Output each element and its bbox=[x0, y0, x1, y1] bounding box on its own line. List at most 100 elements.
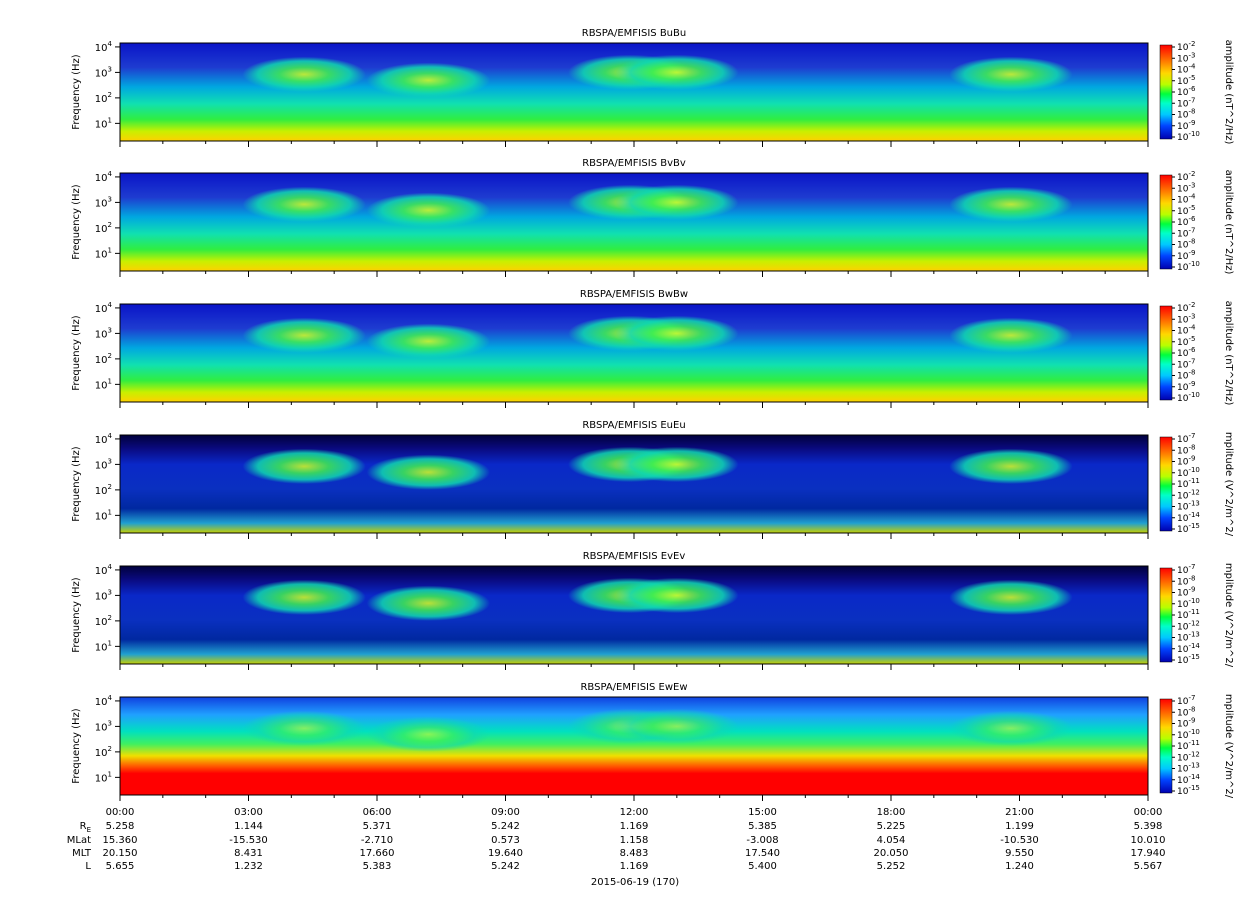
emission-feature bbox=[949, 317, 1073, 353]
colorbar-tick-label: 10-6 bbox=[1177, 215, 1196, 228]
x-tick-label: 15:00 bbox=[748, 807, 777, 818]
ephemeris-value: -3.008 bbox=[746, 835, 778, 846]
y-tick-label: 101 bbox=[95, 508, 112, 522]
ephemeris-value: 5.400 bbox=[748, 861, 777, 872]
x-tick-label: 09:00 bbox=[491, 807, 520, 818]
colorbar-tick-label: 10-7 bbox=[1177, 357, 1195, 370]
ephemeris-value: 4.054 bbox=[877, 835, 906, 846]
ephemeris-value: 17.940 bbox=[1131, 848, 1166, 859]
emission-feature bbox=[615, 184, 739, 221]
colorbar-tick-label: 10-10 bbox=[1177, 130, 1200, 143]
spectrogram-panel-1: RBSPA/EMFISIS BuBu 104 103 102 101 Frequency … bbox=[71, 28, 1234, 147]
colorbar-tick-label: 10-15 bbox=[1177, 522, 1200, 535]
emission-feature bbox=[949, 448, 1073, 484]
ephemeris-value: 5.567 bbox=[1134, 861, 1163, 872]
y-tick-label: 103 bbox=[95, 326, 112, 340]
ephemeris-value: 5.252 bbox=[877, 861, 906, 872]
ephemeris-value: 1.144 bbox=[234, 821, 263, 832]
colorbar-tick-label: 10-10 bbox=[1177, 597, 1200, 610]
emission-feature bbox=[949, 579, 1073, 615]
colorbar-label: amplitude (nT^2/Hz) bbox=[1223, 170, 1234, 275]
emission-feature bbox=[242, 186, 366, 222]
colorbar-tick-label: 10-7 bbox=[1177, 563, 1195, 576]
ephemeris-value: 20.150 bbox=[103, 848, 138, 859]
panel-title: RBSPA/EMFISIS EvEv bbox=[583, 551, 686, 562]
colorbar-tick-label: 10-8 bbox=[1177, 574, 1195, 587]
y-axis-label: Frequency (Hz) bbox=[71, 315, 82, 391]
ephemeris-value: 5.371 bbox=[363, 821, 392, 832]
ephemeris-label: RE bbox=[80, 821, 91, 834]
y-axis-label: Frequency (Hz) bbox=[71, 446, 82, 522]
colorbar-tick-label: 10-3 bbox=[1177, 51, 1195, 64]
colorbar bbox=[1159, 174, 1173, 270]
colorbar-tick-label: 10-2 bbox=[1177, 301, 1195, 314]
ephemeris-label: L bbox=[85, 861, 91, 872]
ephemeris-label: MLat bbox=[67, 835, 91, 846]
y-axis-label: Frequency (Hz) bbox=[71, 708, 82, 784]
ephemeris-table: 00:00 03:00 06:00 09:00 12:00 15:00 18:00 21:00… bbox=[67, 807, 1166, 872]
y-tick-label: 102 bbox=[95, 352, 112, 366]
panel-title: RBSPA/EMFISIS BwBw bbox=[580, 289, 688, 300]
colorbar-tick-label: 10-9 bbox=[1177, 380, 1195, 393]
colorbar-tick-label: 10-13 bbox=[1177, 500, 1200, 513]
y-tick-label: 103 bbox=[95, 65, 112, 79]
colorbar-tick-label: 10-7 bbox=[1177, 96, 1195, 109]
emission-feature bbox=[242, 56, 366, 92]
y-tick-label: 101 bbox=[95, 246, 112, 260]
colorbar-label: mplitude (V^2/m^2/ bbox=[1223, 563, 1234, 668]
colorbar-tick-label: 10-6 bbox=[1177, 85, 1196, 98]
colorbar-tick-label: 10-2 bbox=[1177, 40, 1195, 53]
colorbar-tick-label: 10-4 bbox=[1177, 63, 1196, 76]
colorbar-tick-label: 10-14 bbox=[1177, 773, 1200, 786]
y-tick-label: 104 bbox=[95, 694, 113, 708]
colorbar-tick-label: 10-5 bbox=[1177, 74, 1195, 87]
ephemeris-value: 9.550 bbox=[1005, 848, 1034, 859]
y-axis-label: Frequency (Hz) bbox=[71, 184, 82, 260]
colorbar-tick-label: 10-13 bbox=[1177, 762, 1200, 775]
ephemeris-value: 5.242 bbox=[491, 861, 520, 872]
colorbar-tick-label: 10-5 bbox=[1177, 204, 1195, 217]
colorbar-tick-label: 10-2 bbox=[1177, 170, 1195, 183]
ephemeris-value: 5.655 bbox=[106, 861, 135, 872]
emission-feature bbox=[242, 710, 366, 746]
y-tick-label: 102 bbox=[95, 221, 112, 235]
colorbar-tick-label: 10-7 bbox=[1177, 694, 1195, 707]
x-tick-label: 00:00 bbox=[106, 807, 135, 818]
colorbar-tick-label: 10-12 bbox=[1177, 750, 1200, 763]
colorbar-tick-label: 10-9 bbox=[1177, 455, 1195, 468]
colorbar-tick-label: 10-11 bbox=[1177, 608, 1200, 621]
colorbar-label: amplitude (nT^2/Hz) bbox=[1223, 40, 1234, 145]
colorbar-tick-label: 10-4 bbox=[1177, 193, 1196, 206]
ephemeris-label: MLT bbox=[72, 848, 92, 859]
colorbar-tick-label: 10-3 bbox=[1177, 312, 1195, 325]
y-tick-label: 103 bbox=[95, 719, 112, 733]
ephemeris-value: 17.540 bbox=[745, 848, 780, 859]
colorbar-tick-label: 10-8 bbox=[1177, 108, 1195, 121]
ephemeris-value: -15.530 bbox=[229, 835, 268, 846]
ephemeris-value: -2.710 bbox=[361, 835, 393, 846]
colorbar-tick-label: 10-8 bbox=[1177, 705, 1195, 718]
emission-feature bbox=[242, 448, 366, 484]
y-axis-label: Frequency (Hz) bbox=[71, 577, 82, 653]
emission-feature bbox=[615, 577, 739, 614]
colorbar-tick-label: 10-8 bbox=[1177, 443, 1195, 456]
x-axis-date-label: 2015-06-19 (170) bbox=[591, 877, 679, 888]
ephemeris-value: 10.010 bbox=[1131, 835, 1166, 846]
colorbar-tick-label: 10-13 bbox=[1177, 631, 1200, 644]
y-tick-label: 101 bbox=[95, 770, 112, 784]
colorbar-tick-label: 10-7 bbox=[1177, 226, 1195, 239]
y-tick-label: 102 bbox=[95, 745, 112, 759]
ephemeris-value: 1.158 bbox=[620, 835, 649, 846]
x-tick-label: 00:00 bbox=[1134, 807, 1163, 818]
y-tick-label: 104 bbox=[95, 432, 113, 446]
emission-feature bbox=[242, 317, 366, 353]
ephemeris-value: 5.242 bbox=[491, 821, 520, 832]
colorbar-tick-label: 10-10 bbox=[1177, 728, 1200, 741]
colorbar bbox=[1159, 567, 1173, 663]
emission-feature bbox=[615, 708, 739, 745]
emission-feature bbox=[366, 585, 491, 621]
emission-feature bbox=[366, 323, 491, 359]
spectrogram-panel-3: RBSPA/EMFISIS BwBw 104 103 102 101 Frequency … bbox=[71, 289, 1234, 408]
colorbar-tick-label: 10-7 bbox=[1177, 432, 1195, 445]
